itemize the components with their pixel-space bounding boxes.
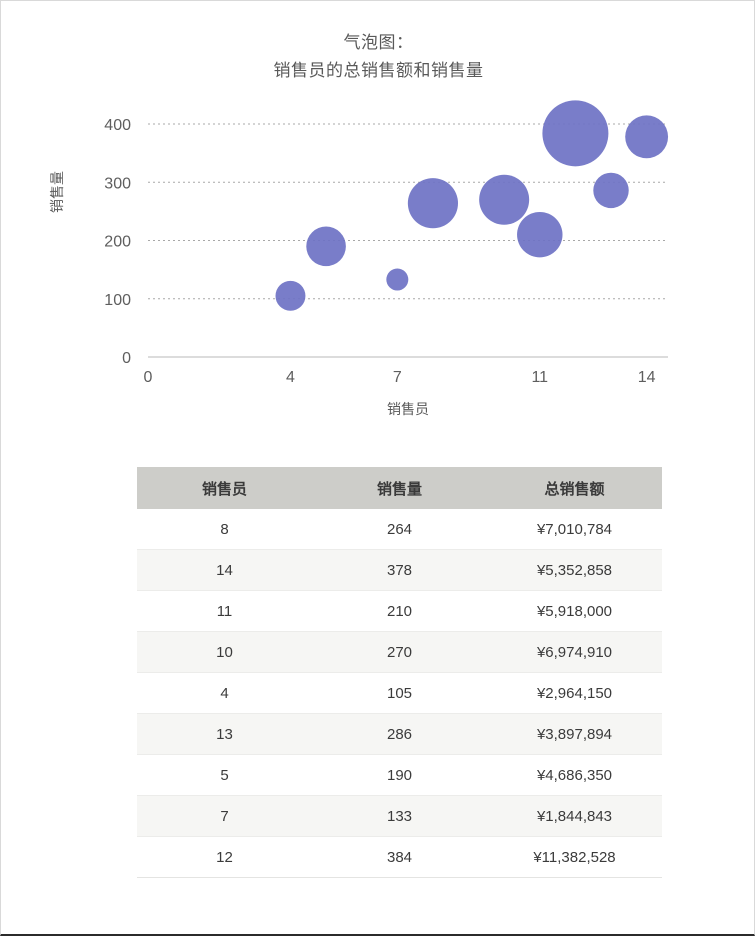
table-row: 10 270 ¥6,974,910 xyxy=(137,631,662,673)
sales-data-table: 销售员 销售量 总销售额 8 264 ¥7,010,784 14 378 ¥5,352,8… xyxy=(137,467,662,878)
table-row: 8 264 ¥7,010,784 xyxy=(137,509,662,550)
cell-sales-volume: 384 xyxy=(312,836,487,878)
cell-total-sales: ¥6,974,910 xyxy=(487,631,662,673)
chart-title-line-1: 气泡图： xyxy=(343,33,414,52)
x-tick-label: 11 xyxy=(531,369,548,386)
chart-bubble[interactable] xyxy=(625,115,669,159)
bubble-chart: 0 100 200 300 400 0 4 7 11 14 销售量 销售员 xyxy=(1,1,754,441)
table-row: 11 210 ¥5,918,000 xyxy=(137,590,662,632)
y-tick-label: 100 xyxy=(104,292,131,309)
y-axis-label: 销售量 xyxy=(49,171,65,213)
y-tick-label: 300 xyxy=(104,175,131,192)
chart-bubble[interactable] xyxy=(386,268,409,291)
cell-salesperson: 5 xyxy=(137,754,312,796)
cell-total-sales: ¥4,686,350 xyxy=(487,754,662,796)
cell-total-sales: ¥11,382,528 xyxy=(487,836,662,878)
cell-total-sales: ¥5,352,858 xyxy=(487,549,662,591)
cell-total-sales: ¥7,010,784 xyxy=(487,509,662,550)
chart-title-line-2: 销售员的总销售额和销售量 xyxy=(273,61,484,80)
x-tick-label: 4 xyxy=(286,369,295,386)
cell-sales-volume: 133 xyxy=(312,795,487,837)
table-header-row: 销售员 销售量 总销售额 xyxy=(137,467,662,509)
table-row: 14 378 ¥5,352,858 xyxy=(137,549,662,591)
x-tick-label: 14 xyxy=(638,369,656,386)
cell-sales-volume: 286 xyxy=(312,713,487,755)
column-header-total-sales: 总销售额 xyxy=(487,467,662,509)
table-row: 5 190 ¥4,686,350 xyxy=(137,754,662,796)
chart-bubble[interactable] xyxy=(407,178,459,229)
chart-title: 气泡图： 销售员的总销售额和销售量 xyxy=(1,29,754,85)
chart-bubble[interactable] xyxy=(479,174,530,225)
chart-bubble[interactable] xyxy=(517,211,563,258)
cell-salesperson: 12 xyxy=(137,836,312,878)
cell-salesperson: 13 xyxy=(137,713,312,755)
cell-sales-volume: 270 xyxy=(312,631,487,673)
table-header: 销售员 销售量 总销售额 xyxy=(137,467,662,509)
y-tick-label: 200 xyxy=(104,234,131,251)
cell-sales-volume: 378 xyxy=(312,549,487,591)
column-header-salesperson: 销售员 xyxy=(137,467,312,509)
y-tick-label: 400 xyxy=(104,117,131,134)
cell-salesperson: 7 xyxy=(137,795,312,837)
cell-sales-volume: 105 xyxy=(312,672,487,714)
table-row: 12 384 ¥11,382,528 xyxy=(137,836,662,878)
x-tick-label: 0 xyxy=(144,369,153,386)
chart-bubble[interactable] xyxy=(593,172,629,209)
cell-salesperson: 8 xyxy=(137,509,312,550)
cell-sales-volume: 190 xyxy=(312,754,487,796)
cell-sales-volume: 264 xyxy=(312,509,487,550)
cell-salesperson: 4 xyxy=(137,672,312,714)
x-tick-label: 7 xyxy=(393,369,402,386)
cell-total-sales: ¥1,844,843 xyxy=(487,795,662,837)
cell-total-sales: ¥2,964,150 xyxy=(487,672,662,714)
cell-salesperson: 14 xyxy=(137,549,312,591)
x-axis-label: 销售员 xyxy=(387,401,429,417)
cell-total-sales: ¥5,918,000 xyxy=(487,590,662,632)
cell-salesperson: 11 xyxy=(137,590,312,632)
cell-sales-volume: 210 xyxy=(312,590,487,632)
chart-bubble[interactable] xyxy=(542,100,609,167)
table-body: 8 264 ¥7,010,784 14 378 ¥5,352,858 11 210 ¥5,918… xyxy=(137,509,662,878)
column-header-sales-volume: 销售量 xyxy=(312,467,487,509)
cell-salesperson: 10 xyxy=(137,631,312,673)
table-row: 13 286 ¥3,897,894 xyxy=(137,713,662,755)
table-row: 4 105 ¥2,964,150 xyxy=(137,672,662,714)
chart-bubble[interactable] xyxy=(306,226,346,267)
chart-bubble[interactable] xyxy=(275,280,306,311)
table-row: 7 133 ¥1,844,843 xyxy=(137,795,662,837)
cell-total-sales: ¥3,897,894 xyxy=(487,713,662,755)
y-tick-label: 0 xyxy=(122,350,131,367)
chart-canvas: 0 100 200 300 400 0 4 7 11 14 xyxy=(104,100,669,386)
